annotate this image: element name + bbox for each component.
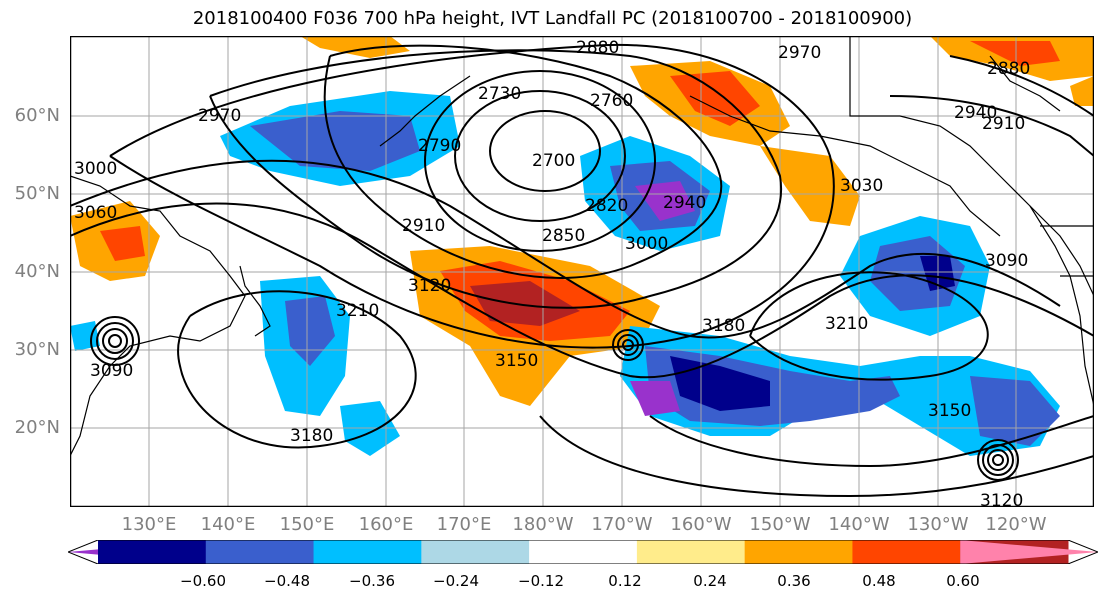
colorbar-segment <box>529 540 638 564</box>
colorbar-segment <box>744 540 853 564</box>
map-panel: 2880 2970 2880 2910 2940 2730 2760 2790 … <box>70 36 1094 507</box>
lon-label: 140°E <box>200 514 256 535</box>
lon-label: 160°E <box>358 514 414 535</box>
contour-label: 3120 <box>980 491 1023 507</box>
lon-label: 120°W <box>985 514 1047 535</box>
lon-label: 140°W <box>828 514 890 535</box>
contour-label: 3090 <box>985 251 1028 271</box>
contour-label: 2910 <box>402 216 445 236</box>
contour-label: 2760 <box>590 91 633 111</box>
lat-label: 20°N <box>14 417 60 438</box>
height-contours <box>70 43 1094 498</box>
contour-label: 3150 <box>928 401 971 421</box>
colorbar-segment <box>313 540 422 564</box>
contour-label: 3210 <box>336 301 379 321</box>
contour-label: 3180 <box>290 426 333 446</box>
contour-label: 3150 <box>495 351 538 371</box>
colorbar-segment <box>960 540 1098 564</box>
contour-label: 3090 <box>90 361 133 381</box>
ivt-shading <box>70 36 1094 456</box>
lon-label: 160°W <box>670 514 732 535</box>
lon-label: 130°W <box>907 514 969 535</box>
colorbar-tick: −0.48 <box>264 572 310 590</box>
colorbar-tick: 0.36 <box>777 572 811 590</box>
lon-label: 150°E <box>279 514 335 535</box>
colorbar-tick: 0.48 <box>862 572 896 590</box>
contour-label: 3180 <box>702 316 745 336</box>
contour-label: 2970 <box>778 43 821 63</box>
contour-label: 3210 <box>825 314 868 334</box>
colorbar-segment <box>421 540 530 564</box>
contour-label: 3120 <box>408 276 451 296</box>
contour-label: 3030 <box>840 176 883 196</box>
contour-label: 3060 <box>74 203 117 223</box>
contour-label: 2880 <box>987 59 1030 79</box>
colorbar-segment <box>852 540 961 564</box>
contour-label: 2910 <box>982 114 1025 134</box>
map-frame <box>70 36 1094 507</box>
contour-label: 3000 <box>74 159 117 179</box>
map-plot: 2880 2970 2880 2910 2940 2730 2760 2790 … <box>70 36 1094 507</box>
colorbar-tick: −0.36 <box>349 572 395 590</box>
coastlines <box>70 36 1094 457</box>
lat-label: 30°N <box>14 339 60 360</box>
colorbar-tick: −0.60 <box>180 572 226 590</box>
contour-label: 2820 <box>585 196 628 216</box>
contour-label: 3000 <box>625 234 668 254</box>
colorbar-segment <box>636 540 746 564</box>
lat-label: 50°N <box>14 183 60 204</box>
colorbar-segment <box>205 540 315 564</box>
contour-label: 2700 <box>532 151 575 171</box>
colorbar-tick: 0.12 <box>608 572 642 590</box>
contour-label: 2970 <box>198 106 241 126</box>
contour-label: 2940 <box>663 193 706 213</box>
contour-label: 2850 <box>542 226 585 246</box>
colorbar-tick: −0.24 <box>433 572 479 590</box>
contour-labels: 2880 2970 2880 2910 2940 2730 2760 2790 … <box>74 38 1030 507</box>
colorbar <box>68 540 1098 564</box>
lat-label: 40°N <box>14 261 60 282</box>
lon-label: 180°W <box>512 514 574 535</box>
lon-label: 170°E <box>436 514 492 535</box>
lon-label: 170°W <box>591 514 653 535</box>
lon-label: 150°W <box>749 514 811 535</box>
contour-label: 2880 <box>576 38 619 58</box>
colorbar-segment <box>98 540 207 564</box>
contour-label: 2940 <box>954 103 997 123</box>
colorbar-tick: −0.12 <box>518 572 564 590</box>
figure-title: 2018100400 F036 700 hPa height, IVT Land… <box>192 8 913 29</box>
lon-label: 130°E <box>121 514 177 535</box>
contour-label: 2730 <box>478 84 521 104</box>
lat-label: 60°N <box>14 105 60 126</box>
colorbar-tick: 0.60 <box>946 572 980 590</box>
colorbar-tick: 0.24 <box>693 572 727 590</box>
contour-label: 2790 <box>418 136 461 156</box>
